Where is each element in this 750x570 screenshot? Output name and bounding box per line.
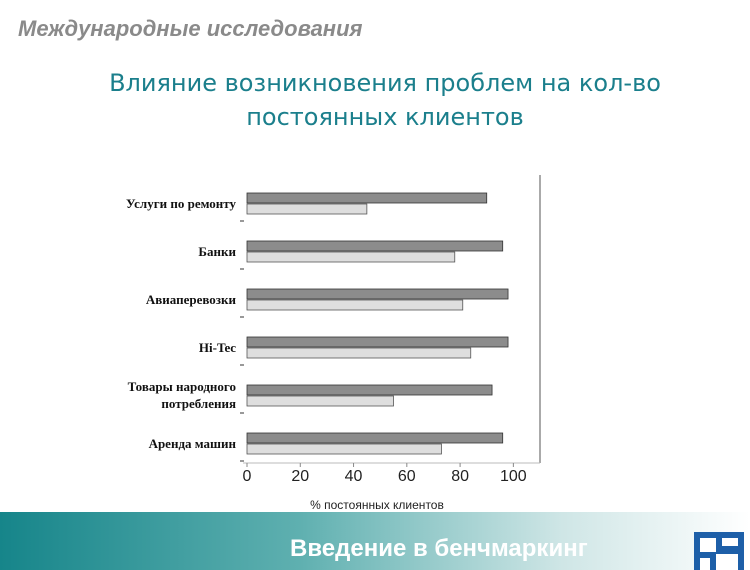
y-tick-label: Аренда машин	[148, 435, 236, 451]
y-tick-label: Услуги по ремонту	[126, 195, 236, 211]
bar	[246, 384, 493, 396]
bar	[246, 240, 504, 252]
bar	[246, 443, 442, 455]
header: Международные исследования	[18, 16, 363, 41]
bar	[246, 395, 394, 407]
logo	[694, 532, 744, 570]
x-tick-label: 60	[398, 468, 416, 485]
chart: 0 20 40 60 80 100 % постоянных клиентов	[240, 175, 541, 512]
y-tick-label: Банки	[198, 243, 236, 259]
x-tick-label: 80	[451, 468, 469, 485]
y-tick-label: Hi-Tec	[198, 339, 236, 355]
y-tick-label: Товары народного потребления	[127, 379, 236, 411]
bar	[246, 251, 456, 263]
x-tick-label: 100	[500, 468, 527, 485]
footer-text: Введение в бенчмаркинг	[290, 535, 588, 562]
bar	[246, 347, 472, 359]
x-axis-label: % постоянных клиентов	[310, 498, 444, 512]
bar	[246, 192, 488, 204]
y-tick-label: Авиаперевозки	[145, 291, 236, 307]
x-tick-label: 0	[243, 468, 252, 485]
chart-title: Влияние возникновения проблем на кол-во …	[109, 69, 661, 131]
bar	[246, 299, 464, 311]
bar	[246, 336, 509, 348]
x-tick-label: 20	[291, 468, 309, 485]
footer-band	[0, 512, 750, 570]
bar	[246, 288, 509, 300]
bar	[246, 203, 368, 215]
x-tick-label: 40	[345, 468, 363, 485]
bar	[246, 432, 504, 444]
